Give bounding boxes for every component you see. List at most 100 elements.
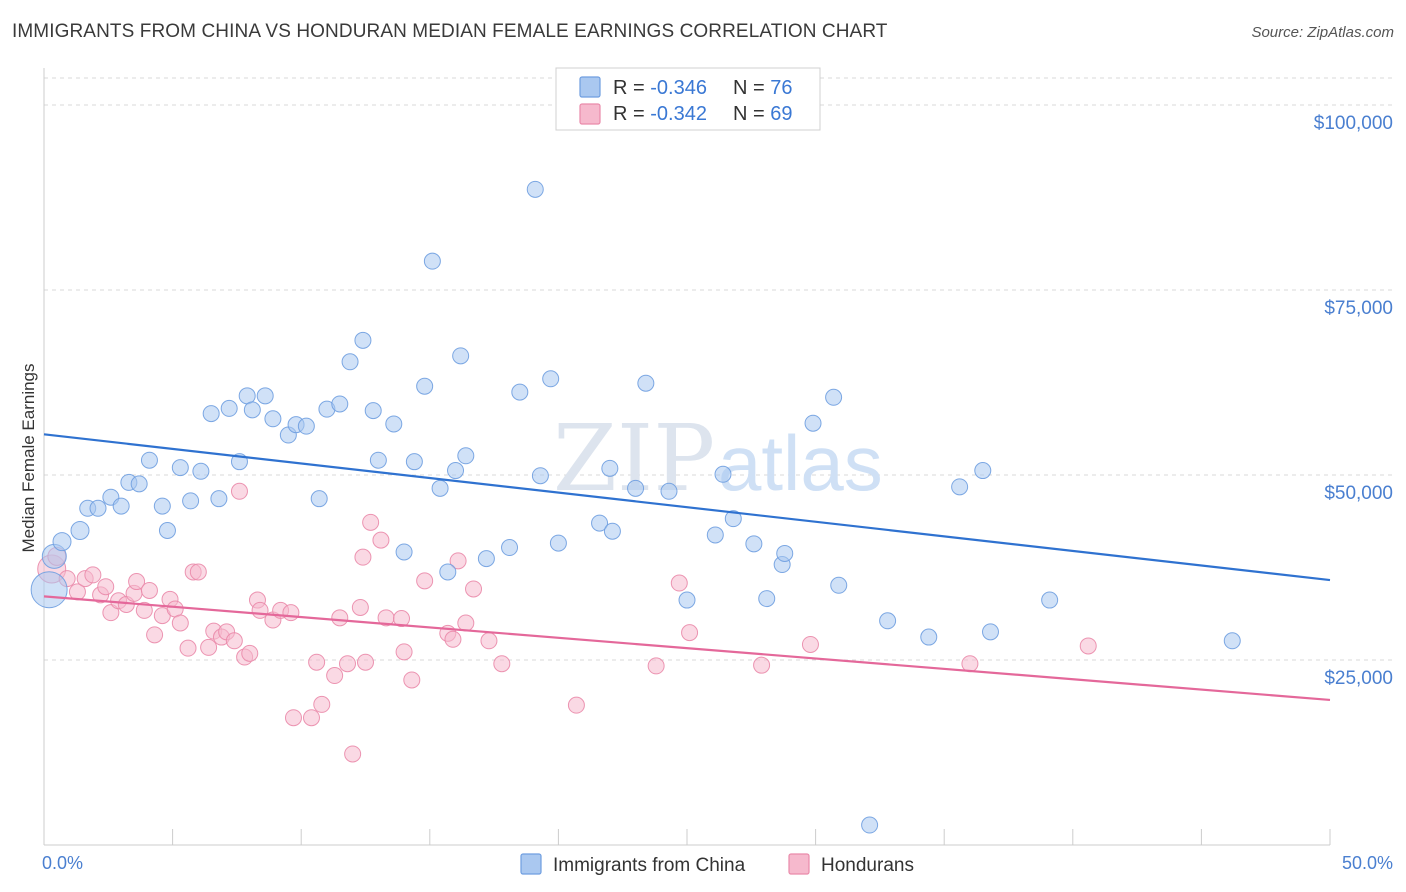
china-point — [202, 405, 220, 423]
china-point — [405, 453, 423, 471]
china-point — [52, 532, 72, 552]
hondurans-point — [393, 610, 411, 628]
china-point — [447, 462, 465, 480]
legend-row-china: R = -0.346 — [613, 77, 707, 99]
hondurans-point — [146, 626, 164, 644]
hondurans-point — [961, 655, 979, 673]
hondurans-point — [225, 632, 243, 650]
gridlines — [44, 77, 1395, 661]
series-legend-swatch-china — [520, 853, 542, 875]
hondurans-point — [344, 745, 362, 763]
china-point — [591, 514, 609, 532]
china-point — [457, 447, 475, 465]
hondurans-point — [480, 632, 498, 650]
china-point — [331, 395, 349, 413]
china-point — [369, 451, 387, 469]
hondurans-point — [354, 548, 372, 566]
hondurans-point — [97, 578, 115, 596]
hondurans-point — [284, 709, 302, 727]
stats-legend: R = -0.346 N = 76 R = -0.342 N = 69 — [555, 67, 821, 131]
china-point — [526, 180, 544, 198]
hondurans-point — [230, 482, 248, 500]
china-point — [452, 347, 470, 365]
series-legend-swatch-hondurans — [788, 853, 810, 875]
china-point — [974, 462, 992, 480]
hondurans-point — [84, 566, 102, 584]
china-point — [724, 510, 742, 528]
hondurans-point — [331, 609, 349, 627]
china-point — [1041, 591, 1059, 609]
legend-r-label-china: R = — [613, 77, 650, 99]
china-point — [601, 459, 619, 477]
china-point — [627, 479, 645, 497]
series-legend: Immigrants from China Hondurans — [520, 853, 914, 876]
china-point — [416, 377, 434, 395]
hondurans-point — [302, 709, 320, 727]
china-point — [153, 497, 171, 515]
hondurans-point — [179, 639, 197, 657]
hondurans-point — [357, 653, 374, 671]
hondurans-point — [326, 667, 344, 685]
china-point — [511, 383, 529, 401]
china-point — [112, 497, 130, 515]
china-point — [431, 479, 449, 497]
china-point — [637, 374, 655, 392]
hondurans-point — [647, 657, 665, 675]
china-point — [603, 522, 621, 540]
hondurans-point — [1079, 637, 1097, 655]
legend-n-china: N = 76 — [733, 77, 793, 99]
legend-r-label-hondurans: R = — [613, 103, 650, 125]
china-point — [951, 478, 969, 496]
hondurans-point — [135, 601, 153, 619]
china-point — [879, 612, 897, 630]
china-point — [830, 576, 848, 594]
china-point — [297, 417, 315, 435]
china-point — [678, 591, 696, 609]
china-point — [192, 462, 210, 480]
legend-n-label-china: N = — [733, 77, 770, 99]
hondurans-points — [37, 482, 1097, 763]
hondurans-point — [128, 573, 146, 591]
hondurans-point — [403, 671, 421, 689]
x-tick-label-max: 50.0% — [1342, 853, 1393, 873]
hondurans-point — [457, 614, 475, 632]
hondurans-point — [681, 624, 699, 642]
china-point — [70, 521, 90, 540]
china-point — [531, 467, 549, 485]
china-points — [30, 180, 1241, 834]
hondurans-point — [282, 604, 300, 622]
china-point — [256, 387, 274, 405]
china-point — [158, 522, 176, 539]
hondurans-point — [102, 604, 120, 622]
china-point — [542, 370, 560, 388]
china-point — [385, 415, 403, 433]
hondurans-point — [801, 635, 819, 653]
hondurans-point — [372, 531, 390, 549]
hondurans-point — [362, 513, 380, 531]
hondurans-point — [567, 696, 585, 714]
legend-swatch-hondurans — [579, 103, 601, 125]
hondurans-trend-line — [43, 595, 1331, 702]
y-axis-tick-labels: $25,000 $50,000 $75,000 $100,000 — [1314, 113, 1393, 689]
china-point — [1223, 632, 1241, 650]
legend-n-value-hondurans: 69 — [770, 103, 792, 125]
hondurans-point — [200, 638, 218, 656]
china-point — [861, 816, 879, 834]
china-point — [825, 388, 843, 406]
china-point — [804, 414, 822, 432]
china-point — [264, 410, 282, 428]
china-point — [220, 399, 238, 417]
y-axis-label: Median Female Earnings — [19, 364, 38, 553]
china-trend-line — [43, 433, 1331, 582]
hondurans-point — [395, 643, 413, 661]
china-point — [549, 534, 567, 552]
china-point — [243, 401, 261, 419]
china-point — [981, 623, 999, 641]
china-point — [714, 465, 732, 483]
china-point — [745, 535, 763, 553]
y-tick-label: $50,000 — [1324, 483, 1393, 504]
china-point — [171, 459, 189, 477]
hondurans-point — [313, 695, 331, 713]
source-credit: Source: ZipAtlas.com — [1251, 24, 1394, 41]
